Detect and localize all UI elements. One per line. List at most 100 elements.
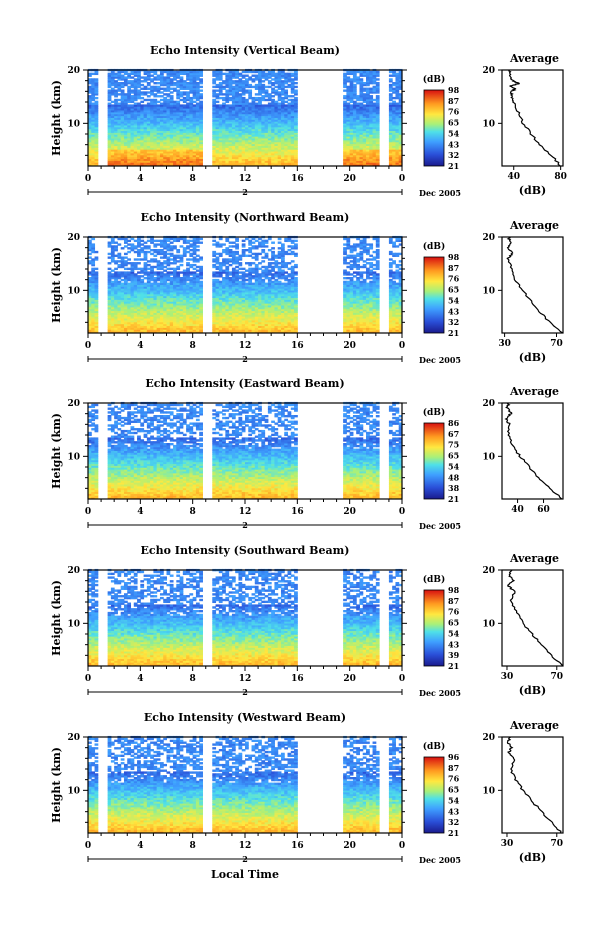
heatmap-cell — [231, 164, 236, 167]
heatmap-cell — [192, 237, 197, 241]
heatmap-cell — [195, 139, 200, 143]
heatmap-cell — [173, 154, 177, 158]
heatmap-cell — [212, 139, 217, 143]
heatmap-cell — [248, 124, 253, 128]
heatmap-cell — [120, 149, 125, 152]
heatmap-cell — [156, 147, 161, 150]
heatmap-cell — [199, 237, 203, 241]
heatmap-cell — [343, 111, 347, 115]
heatmap-cell — [166, 72, 171, 76]
heatmap-cell — [123, 151, 128, 154]
heatmap-cell — [143, 269, 148, 272]
heatmap-cell — [277, 106, 282, 109]
heatmap-cell — [274, 80, 279, 83]
heatmap-cell — [195, 121, 200, 124]
heatmap-cell — [146, 284, 151, 287]
heatmap-cell — [212, 115, 217, 118]
heatmap-cell — [352, 138, 357, 141]
heatmap-cell — [146, 288, 151, 291]
heatmap-cell — [107, 126, 112, 130]
heatmap-cell — [133, 160, 138, 163]
panel-2: Echo Intensity (Northward Beam)2010Heigh… — [50, 211, 564, 365]
heatmap-cell — [352, 72, 357, 76]
heatmap-cell — [192, 305, 197, 308]
heatmap-cell — [117, 252, 122, 256]
heatmap-cell — [150, 126, 154, 130]
heatmap-cell — [199, 149, 203, 152]
heatmap-cell — [254, 96, 259, 100]
heatmap-cell — [294, 147, 298, 150]
heatmap-cell — [199, 95, 203, 98]
heatmap-cell — [130, 110, 135, 113]
heatmap-cell — [120, 115, 125, 118]
heatmap-cell — [120, 291, 125, 295]
heatmap-cell — [130, 243, 135, 246]
heatmap-cell — [91, 152, 96, 156]
heatmap-cell — [146, 239, 151, 243]
heatmap-cell — [173, 316, 177, 319]
heatmap-cell — [245, 110, 249, 113]
heatmap-cell — [166, 145, 171, 148]
heatmap-cell — [388, 95, 393, 98]
heatmap-cell — [153, 293, 158, 297]
heatmap-cell — [176, 286, 181, 289]
heatmap-cell — [117, 299, 122, 302]
heatmap-cell — [349, 108, 354, 111]
heatmap-cell — [346, 126, 351, 130]
heatmap-cell — [137, 306, 141, 310]
heatmap-cell — [166, 119, 171, 122]
heatmap-cell — [258, 106, 262, 109]
heatmap-cell — [284, 138, 289, 141]
heatmap-cell — [143, 308, 148, 312]
heatmap-cell — [349, 138, 354, 141]
heatmap-cell — [150, 249, 154, 252]
heatmap-cell — [398, 80, 403, 83]
heatmap-cell — [218, 321, 223, 325]
heatmap-cell — [264, 93, 269, 96]
heatmap-cell — [215, 130, 220, 133]
heatmap-cell — [156, 321, 161, 325]
heatmap-cell — [277, 139, 282, 143]
heatmap-cell — [362, 124, 367, 128]
heatmap-cell — [127, 74, 132, 77]
heatmap-cell — [120, 124, 125, 128]
heatmap-cell — [137, 301, 141, 304]
heatmap-cell — [173, 158, 177, 161]
heatmap-cell — [356, 139, 360, 143]
heatmap-cell — [346, 91, 351, 94]
heatmap-cell — [130, 323, 135, 327]
heatmap-cell — [150, 93, 154, 96]
heatmap-cell — [176, 115, 181, 118]
heatmap-cell — [182, 310, 187, 313]
heatmap-cell — [228, 160, 233, 163]
heatmap-cell — [290, 162, 295, 165]
heatmap-cell — [107, 80, 112, 83]
heatmap-cell — [294, 115, 298, 118]
heatmap-cell — [143, 267, 148, 271]
heatmap-cell — [271, 136, 275, 139]
heatmap-cell — [117, 128, 122, 132]
heatmap-cell — [140, 80, 145, 83]
heatmap-cell — [143, 303, 148, 306]
heatmap-cell — [222, 154, 226, 158]
heatmap-cell — [156, 262, 161, 265]
heatmap-cell — [271, 162, 275, 165]
heatmap-cell — [146, 132, 151, 135]
heatmap-cell — [176, 305, 181, 308]
heatmap-cell — [186, 319, 190, 323]
heatmap-cell — [189, 290, 194, 293]
heatmap-cell — [287, 136, 292, 139]
heatmap-cell — [222, 80, 226, 83]
heatmap-cell — [150, 277, 154, 280]
heatmap-cell — [218, 96, 223, 100]
heatmap-cell — [241, 70, 246, 74]
heatmap-cell — [238, 83, 243, 87]
heatmap-cell — [176, 106, 181, 109]
heatmap-cell — [192, 91, 197, 94]
heatmap-cell — [392, 162, 396, 165]
heatmap-cell — [231, 74, 236, 77]
heatmap-cell — [146, 152, 151, 156]
heatmap-cell — [346, 152, 351, 156]
heatmap-cell — [182, 164, 187, 167]
heatmap-cell — [143, 134, 148, 137]
